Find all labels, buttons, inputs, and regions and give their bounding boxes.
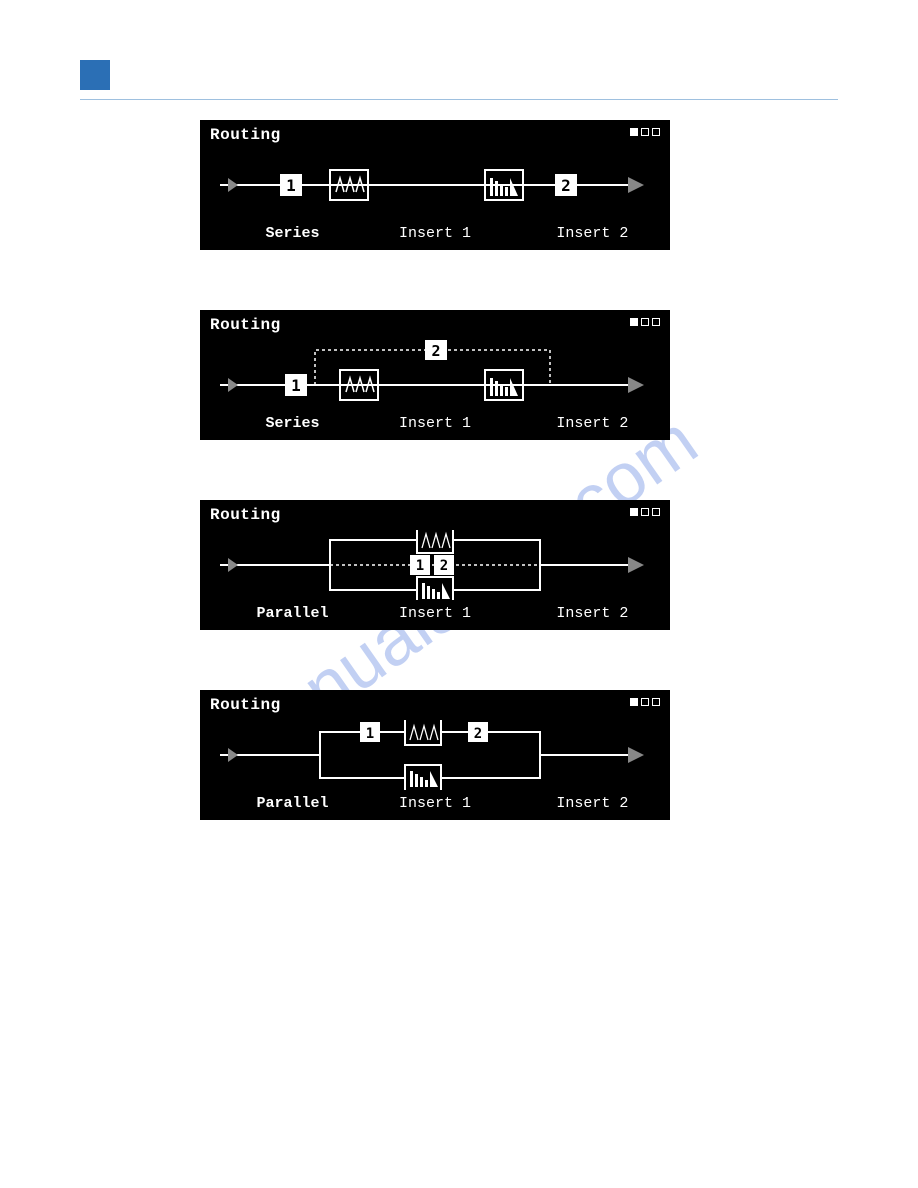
svg-text:2: 2: [561, 176, 571, 195]
routing-diagram: 1 2: [210, 150, 660, 220]
mode-label: Series: [200, 225, 355, 242]
panel-labels: Parallel Insert 1 Insert 2: [200, 605, 670, 622]
page-dot-icon: [641, 318, 649, 326]
page-dot-icon: [641, 508, 649, 516]
page-indicator: [630, 698, 660, 706]
page-dot-icon: [630, 128, 638, 136]
svg-text:1: 1: [366, 726, 374, 742]
page-dot-icon: [652, 698, 660, 706]
panel-title: Routing: [210, 316, 281, 334]
header-square: [80, 60, 110, 90]
routing-diagram: 1 2: [210, 530, 660, 600]
page-dot-icon: [652, 508, 660, 516]
svg-text:1: 1: [416, 558, 424, 574]
routing-diagram: 1 2: [210, 720, 660, 790]
page-dot-icon: [641, 128, 649, 136]
page-dot-icon: [652, 318, 660, 326]
panel-title: Routing: [210, 696, 281, 714]
svg-text:2: 2: [440, 558, 448, 574]
page-indicator: [630, 508, 660, 516]
routing-panel: Routing 1 2 Series: [200, 120, 670, 250]
routing-diagram: 2 1: [210, 340, 660, 410]
page-dot-icon: [630, 698, 638, 706]
insert1-label: Insert 1: [355, 605, 515, 622]
mode-label: Parallel: [200, 795, 355, 812]
svg-text:1: 1: [291, 376, 301, 395]
routing-panel: Routing 2 1: [200, 310, 670, 440]
panel-labels: Parallel Insert 1 Insert 2: [200, 795, 670, 812]
insert2-label: Insert 2: [515, 605, 670, 622]
panel-title: Routing: [210, 126, 281, 144]
header-rule: [80, 99, 838, 100]
insert1-label: Insert 1: [355, 795, 515, 812]
panel-labels: Series Insert 1 Insert 2: [200, 415, 670, 432]
insert1-label: Insert 1: [355, 225, 515, 242]
page-dot-icon: [630, 318, 638, 326]
insert2-label: Insert 2: [515, 795, 670, 812]
svg-text:2: 2: [431, 342, 440, 360]
insert2-label: Insert 2: [515, 415, 670, 432]
insert2-label: Insert 2: [515, 225, 670, 242]
svg-text:2: 2: [474, 726, 482, 742]
panel-labels: Series Insert 1 Insert 2: [200, 225, 670, 242]
mode-label: Series: [200, 415, 355, 432]
page-header: [80, 60, 838, 100]
routing-panel: Routing 1 2: [200, 500, 670, 630]
mode-label: Parallel: [200, 605, 355, 622]
page-dot-icon: [630, 508, 638, 516]
panel-stack: Routing 1 2 Series: [200, 120, 670, 880]
page-dot-icon: [652, 128, 660, 136]
panel-title: Routing: [210, 506, 281, 524]
insert1-label: Insert 1: [355, 415, 515, 432]
page-dot-icon: [641, 698, 649, 706]
page-indicator: [630, 128, 660, 136]
routing-panel: Routing 1 2: [200, 690, 670, 820]
page-indicator: [630, 318, 660, 326]
svg-text:1: 1: [286, 176, 296, 195]
